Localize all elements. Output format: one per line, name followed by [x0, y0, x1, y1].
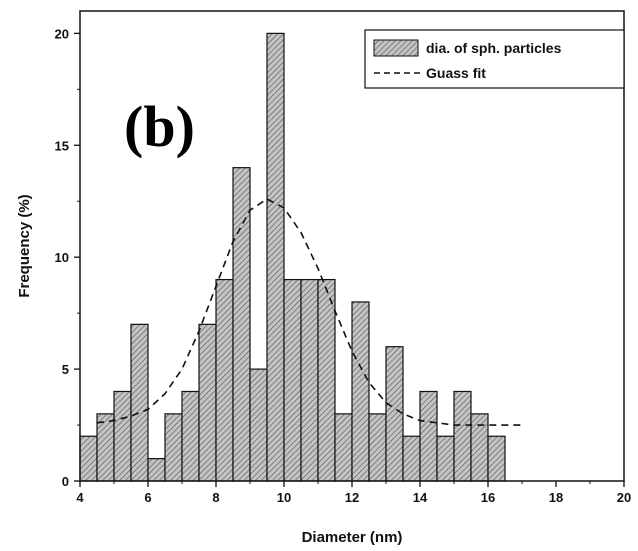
x-axis-title: Diameter (nm) — [302, 529, 403, 546]
histogram-bar — [385, 346, 404, 482]
histogram-bar — [96, 413, 115, 482]
x-tick-label: 18 — [549, 490, 563, 505]
histogram-bar — [181, 390, 200, 482]
histogram-bar — [453, 390, 472, 482]
x-tick-label: 4 — [76, 490, 84, 505]
histogram-bar — [283, 278, 302, 482]
y-tick-label: 0 — [62, 474, 69, 489]
x-tick-label: 14 — [413, 490, 428, 505]
histogram-bar — [317, 278, 336, 482]
legend-box — [364, 29, 625, 89]
legend-label-fit: Guass fit — [426, 65, 486, 81]
histogram-bar — [113, 390, 132, 482]
y-tick-label: 20 — [55, 26, 69, 41]
histogram-bar — [419, 390, 438, 482]
x-tick-label: 8 — [212, 490, 219, 505]
x-tick-label: 20 — [617, 490, 631, 505]
histogram-bar — [470, 413, 489, 482]
legend-label-histogram: dia. of sph. particles — [426, 40, 562, 56]
histogram-bar — [198, 323, 217, 482]
histogram-bar — [164, 413, 183, 482]
panel-label: (b) — [124, 94, 195, 159]
legend: dia. of sph. particles Guass fit — [364, 29, 625, 89]
histogram-bar — [402, 435, 421, 482]
histogram-bar — [249, 368, 268, 482]
x-tick-label: 12 — [345, 490, 359, 505]
histogram-bar — [334, 413, 353, 482]
histogram-bar — [436, 435, 455, 482]
histogram-bar — [300, 278, 319, 482]
y-tick-label: 10 — [55, 250, 69, 265]
histogram-bar — [215, 278, 234, 482]
histogram-bar — [368, 413, 387, 482]
histogram-bar — [266, 32, 285, 482]
x-tick-label: 16 — [481, 490, 495, 505]
histogram-bar — [487, 435, 506, 482]
y-tick-label: 5 — [62, 362, 69, 377]
x-axis: 4 6 8 10 12 14 16 18 20 — [76, 481, 631, 505]
x-tick-label: 10 — [277, 490, 291, 505]
x-tick-label: 6 — [144, 490, 151, 505]
histogram-bar — [130, 323, 149, 482]
y-tick-label: 15 — [55, 138, 69, 153]
y-axis-title: Frequency (%) — [16, 194, 33, 297]
histogram-bar — [79, 435, 98, 482]
histogram-bar — [232, 167, 251, 482]
y-axis: 0 5 10 15 20 — [55, 26, 80, 489]
legend-swatch-histogram — [373, 39, 419, 57]
histogram-bar — [351, 301, 370, 482]
histogram-bar — [147, 458, 166, 482]
